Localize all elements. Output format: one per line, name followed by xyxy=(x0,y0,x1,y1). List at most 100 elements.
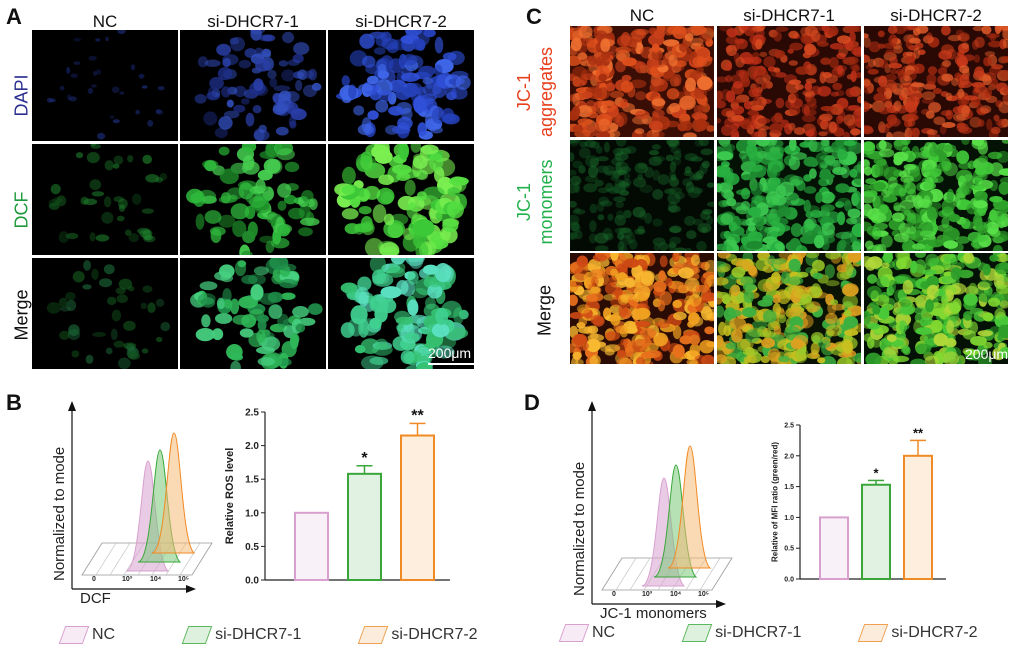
panel-b-hist-grid-line xyxy=(95,542,117,576)
panel-d-hist-tick-label: 10⁴ xyxy=(670,591,682,598)
panel-d-bar-chart: 0.0 0.5 1.0 1.5 2.0 2.5 Relative of MFI ratio … xyxy=(771,422,946,583)
panel-c-tile-merge-si2 xyxy=(864,253,1008,364)
panel-d-bar-y-tick-label: 1.5 xyxy=(784,484,794,491)
panel-a-tile-merge-si1 xyxy=(180,258,326,369)
panel-d-hist-tick-label: 0 xyxy=(612,591,616,598)
panel-c-row-monomers: JC-1 monomers xyxy=(513,147,557,257)
panel-b-bar-y-tick-label: 2.0 xyxy=(245,441,259,452)
panel-b-hist-ylabel: Normalized to mode xyxy=(51,447,68,581)
panel-d-hist-grid-line xyxy=(615,557,637,591)
panel-b-bar-ylabel: Relative ROS level xyxy=(224,448,236,545)
panel-c-tile-merge-nc xyxy=(570,253,714,364)
panel-label-c: C xyxy=(526,4,542,29)
panel-c-tile-monomers-si2 xyxy=(864,140,1008,251)
panel-b-histogram: 0 10³ 10⁴ 10⁵ Normalized to mode DCF xyxy=(51,401,213,605)
panel-b-hist-grid-line xyxy=(109,542,131,576)
legend-right-item-nc: NC xyxy=(558,624,616,642)
panel-c-col-si1: si-DHCR7-1 xyxy=(743,6,835,25)
panel-a-row-merge: Merge xyxy=(11,289,32,341)
panel-b-hist-x-arrow xyxy=(186,585,196,593)
panel-c-row-aggregates-line2: aggregates xyxy=(536,46,556,138)
legend-right-swatch xyxy=(681,624,713,642)
panel-b-bar-bar-si1 xyxy=(347,472,382,581)
panel-b-bar-y-tick-label: 0.0 xyxy=(245,576,259,587)
panel-c-scalebar-label: 200μm xyxy=(965,346,1009,362)
panel-label-d: D xyxy=(524,390,540,415)
panel-c-row-aggregates-line1: JC-1 xyxy=(514,73,534,112)
panel-b-bar-y-tick-label: 1.5 xyxy=(245,475,259,486)
panel-d-bar-y-tick-label: 0.0 xyxy=(784,576,794,583)
panel-c-row-merge: Merge xyxy=(534,284,555,337)
legend-left-item-si2: si-DHCR7-2 xyxy=(358,626,478,644)
panel-a-col-si1: si-DHCR7-1 xyxy=(207,12,299,31)
panel-c-row-aggregates: JC-1 aggregates xyxy=(513,37,557,147)
panel-d-bar-bar-si2 xyxy=(903,454,933,580)
panel-a-col-nc: NC xyxy=(92,12,118,31)
legend-right-label: NC xyxy=(592,624,616,641)
panel-label-b: B xyxy=(6,390,22,415)
panel-d-bar-significance: * xyxy=(873,465,879,480)
panel-b-bar-y-tick-label: 0.5 xyxy=(245,542,259,553)
legend-right-swatch xyxy=(858,624,889,642)
panel-b-bar-significance: ** xyxy=(411,407,424,424)
panel-a-tile-dapi-si1 xyxy=(180,30,326,141)
panel-b-hist-tick-label: 10⁴ xyxy=(150,576,162,583)
panel-d-histogram: 0 10³ 10⁴ 10⁵ Normalized to mode JC-1 monomer… xyxy=(571,401,733,620)
panel-c-col-nc: NC xyxy=(629,6,655,25)
panel-d-hist-floor-grid xyxy=(601,557,733,591)
panel-c-col-si2: si-DHCR7-2 xyxy=(890,6,982,25)
panel-d-hist-grid-line xyxy=(629,557,651,591)
legend-right-label: si-DHCR7-2 xyxy=(891,624,978,641)
panel-d-hist-y-arrow xyxy=(588,401,596,411)
panel-b-hist-curve-si2 xyxy=(151,432,196,554)
panel-label-a: A xyxy=(6,4,22,29)
legend-left-label: si-DHCR7-1 xyxy=(215,626,302,643)
panel-c-tile-aggregates-nc xyxy=(570,26,714,137)
legend-left-item-si1: si-DHCR7-1 xyxy=(181,626,302,644)
panel-b-hist-grid-line xyxy=(179,542,201,576)
panel-a-tile-dcf-si1 xyxy=(180,144,326,255)
panel-a-row-dapi: DAPI xyxy=(11,74,32,117)
panel-b-hist-floor-grid xyxy=(81,542,213,576)
panel-c-tile-monomers-nc xyxy=(570,140,714,251)
panel-d-hist-tick-label: 10³ xyxy=(642,591,653,598)
legend-right: NC si-DHCR7-1 si-DHCR7-2 xyxy=(558,624,978,642)
panel-c-scalebar xyxy=(962,364,1008,366)
panel-c-tile-monomers-si1 xyxy=(717,140,861,251)
legend-left-item-nc: NC xyxy=(58,626,116,644)
legend-left-swatch xyxy=(58,626,90,644)
panel-b-bar-bar-nc xyxy=(294,511,329,581)
panel-d-bar-y-tick-label: 0.5 xyxy=(784,546,794,553)
panel-a-scalebar-label: 200μm xyxy=(428,345,472,361)
panel-d-bar-significance: ** xyxy=(913,425,924,440)
legend-left-label: si-DHCR7-2 xyxy=(391,626,478,643)
panel-d-hist-x-arrow xyxy=(716,600,726,608)
legend-left: NC si-DHCR7-1 si-DHCR7-2 xyxy=(58,626,478,644)
panel-d-bar-y-tick-label: 2.0 xyxy=(784,453,794,460)
panel-c-row-monomers-line2: monomers xyxy=(536,159,556,245)
panel-a-scalebar xyxy=(428,363,474,365)
panel-c-tile-aggregates-si2 xyxy=(864,26,1008,137)
panel-d-bar-ylabel: Relative of MFI ratio (green/red) xyxy=(771,442,780,562)
panel-d-hist-ylabel: Normalized to mode xyxy=(571,462,588,596)
panel-d-bar-y-tick-label: 2.5 xyxy=(784,422,794,429)
panel-b-hist-tick-label: 10⁵ xyxy=(178,576,189,583)
legend-left-swatch xyxy=(181,626,213,644)
panel-d-bar-bar-si1 xyxy=(861,483,891,580)
panel-d-hist-xlabel: JC-1 monomers xyxy=(600,605,707,620)
panel-a-row-dcf: DCF xyxy=(11,191,32,229)
legend-left-swatch xyxy=(358,626,389,644)
legend-right-label: si-DHCR7-1 xyxy=(715,624,802,641)
panel-d-bar-bar-nc xyxy=(819,516,849,580)
panel-b-bar-y-tick-label: 2.5 xyxy=(245,408,259,419)
panel-a-col-si2: si-DHCR7-2 xyxy=(355,12,447,31)
panel-b-hist-tick-label: 0 xyxy=(92,576,96,583)
legend-right-item-si2: si-DHCR7-2 xyxy=(858,624,978,642)
panel-d-hist-grid-line xyxy=(699,557,721,591)
panel-a-tile-dapi-nc xyxy=(32,30,178,141)
panel-b-hist-y-arrow xyxy=(68,401,76,411)
panel-d-hist-tick-label: 10⁵ xyxy=(698,591,709,598)
legend-left-label: NC xyxy=(92,626,116,643)
